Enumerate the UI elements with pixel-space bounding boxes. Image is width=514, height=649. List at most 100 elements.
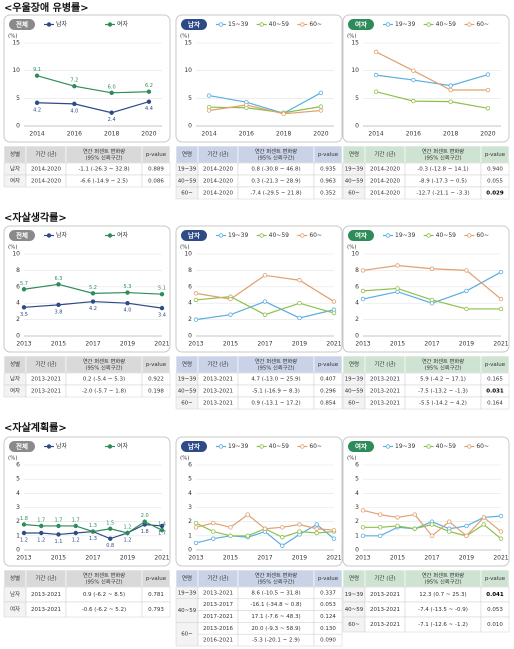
point — [21, 522, 27, 527]
point — [464, 523, 469, 529]
legend-marker — [259, 233, 264, 238]
y-tick-label: 8 — [16, 267, 20, 274]
point — [429, 266, 435, 271]
y-tick-label: 5 — [16, 476, 20, 483]
legend-marker — [259, 22, 264, 27]
legend-marker — [300, 22, 305, 27]
table-header: 기간 (년) — [207, 574, 228, 582]
table-header: 연령 — [349, 150, 359, 158]
point — [373, 72, 379, 78]
x-tick-label: 2021 — [154, 555, 169, 562]
badge — [181, 441, 207, 452]
table-text: 0.2 (-5.4 ~ 5.3) — [83, 377, 125, 383]
table-cell — [141, 601, 171, 618]
y-tick-label: 15 — [351, 40, 359, 47]
table-text: 여자 — [10, 387, 20, 395]
point — [125, 301, 130, 306]
table-header: 기간 (년) — [374, 574, 395, 582]
data-label: 1.8 — [141, 529, 149, 535]
table-text: 0.9 (-13.1 ~ 17.2) — [251, 401, 300, 407]
y-tick-label: 10 — [351, 67, 359, 74]
point — [56, 523, 61, 529]
legend-marker — [426, 444, 431, 449]
point — [56, 532, 61, 537]
point — [56, 302, 61, 308]
table-text: 0.164 — [487, 401, 503, 407]
table-text: 0.053 — [487, 607, 503, 613]
point — [193, 291, 199, 296]
legend-label: 15~39 — [228, 21, 248, 28]
x-tick-label: 2013 — [355, 555, 370, 562]
table-text: -5.3 (-20.1 ~ 2.9) — [252, 638, 300, 644]
data-label: 1.5 — [106, 520, 114, 526]
data-label: 4.2 — [89, 306, 97, 312]
point — [108, 526, 113, 531]
table-header: 기간 (년) — [374, 360, 395, 368]
x-tick-label: 2017 — [424, 341, 439, 348]
point — [146, 99, 152, 104]
y-tick-label: 6 — [188, 462, 192, 469]
y-tick-label: 4 — [355, 490, 359, 497]
x-tick-label: 2020 — [480, 131, 495, 138]
table-text: 2017-2021 — [203, 614, 233, 620]
y-tick-label: 3 — [355, 504, 359, 511]
table-header: 연간 퍼센트 변화량 — [83, 571, 125, 579]
x-tick-label: 2021 — [154, 341, 169, 348]
table-text: 남자 — [10, 165, 20, 173]
x-tick-label: 2018 — [104, 131, 119, 138]
legend-marker — [107, 22, 113, 27]
y-tick-label: 3 — [16, 504, 20, 511]
table-text: 2013-2021 — [370, 377, 400, 383]
x-tick-label: 2015 — [51, 555, 66, 562]
table-text: 0.940 — [487, 167, 503, 173]
legend-label: 남자 — [56, 442, 68, 450]
point — [429, 533, 435, 539]
legend-marker — [385, 22, 391, 27]
y-unit: (%) — [180, 245, 190, 251]
point — [142, 519, 147, 524]
point — [464, 288, 469, 294]
data-label: 1.7 — [55, 517, 63, 523]
table-header: 연간 퍼센트 변화량 — [255, 571, 297, 579]
data-label: 3.8 — [55, 309, 63, 315]
table-text: -2.0 (-5.7 ~ 1.8) — [82, 389, 126, 395]
point — [228, 312, 233, 317]
table-header: 성별 — [10, 574, 20, 582]
point — [193, 520, 199, 526]
y-tick-label: 2 — [188, 518, 192, 525]
x-tick-label: 2015 — [390, 341, 405, 348]
point — [481, 515, 486, 520]
table-cell — [141, 174, 171, 188]
point — [280, 535, 285, 540]
point — [159, 291, 165, 297]
point — [280, 543, 285, 548]
point — [360, 268, 366, 273]
badge-label: 남자 — [188, 442, 200, 451]
point — [412, 512, 417, 517]
point — [262, 526, 268, 531]
point — [281, 111, 286, 117]
y-tick-label: 0 — [16, 547, 20, 554]
series-line — [375, 91, 489, 109]
y-tick-label: 5 — [188, 95, 192, 102]
legend-label: 60~ — [476, 232, 489, 239]
table-text: 0.781 — [148, 592, 164, 598]
point — [395, 286, 400, 291]
table-text: -6.6 (-14.9 ~ 2.5) — [80, 179, 128, 185]
table-text: 40~59 — [178, 608, 197, 614]
legend-label: 40~59 — [269, 443, 289, 450]
table-text: 19~39 — [178, 377, 197, 383]
series-line — [208, 92, 322, 114]
data-label: 1.3 — [89, 536, 97, 542]
point — [159, 523, 165, 529]
table-text: -16.1 (-34.8 ~ 0.8) — [250, 602, 301, 608]
point — [314, 522, 319, 527]
point — [429, 522, 435, 527]
x-tick-label: 2019 — [459, 555, 474, 562]
badge-label: 여자 — [355, 20, 367, 29]
legend-marker — [46, 22, 52, 27]
y-tick-label: 2 — [16, 518, 20, 525]
badge-label: 여자 — [355, 442, 367, 451]
y-unit: (%) — [180, 34, 190, 40]
badge-label: 전체 — [16, 20, 28, 29]
